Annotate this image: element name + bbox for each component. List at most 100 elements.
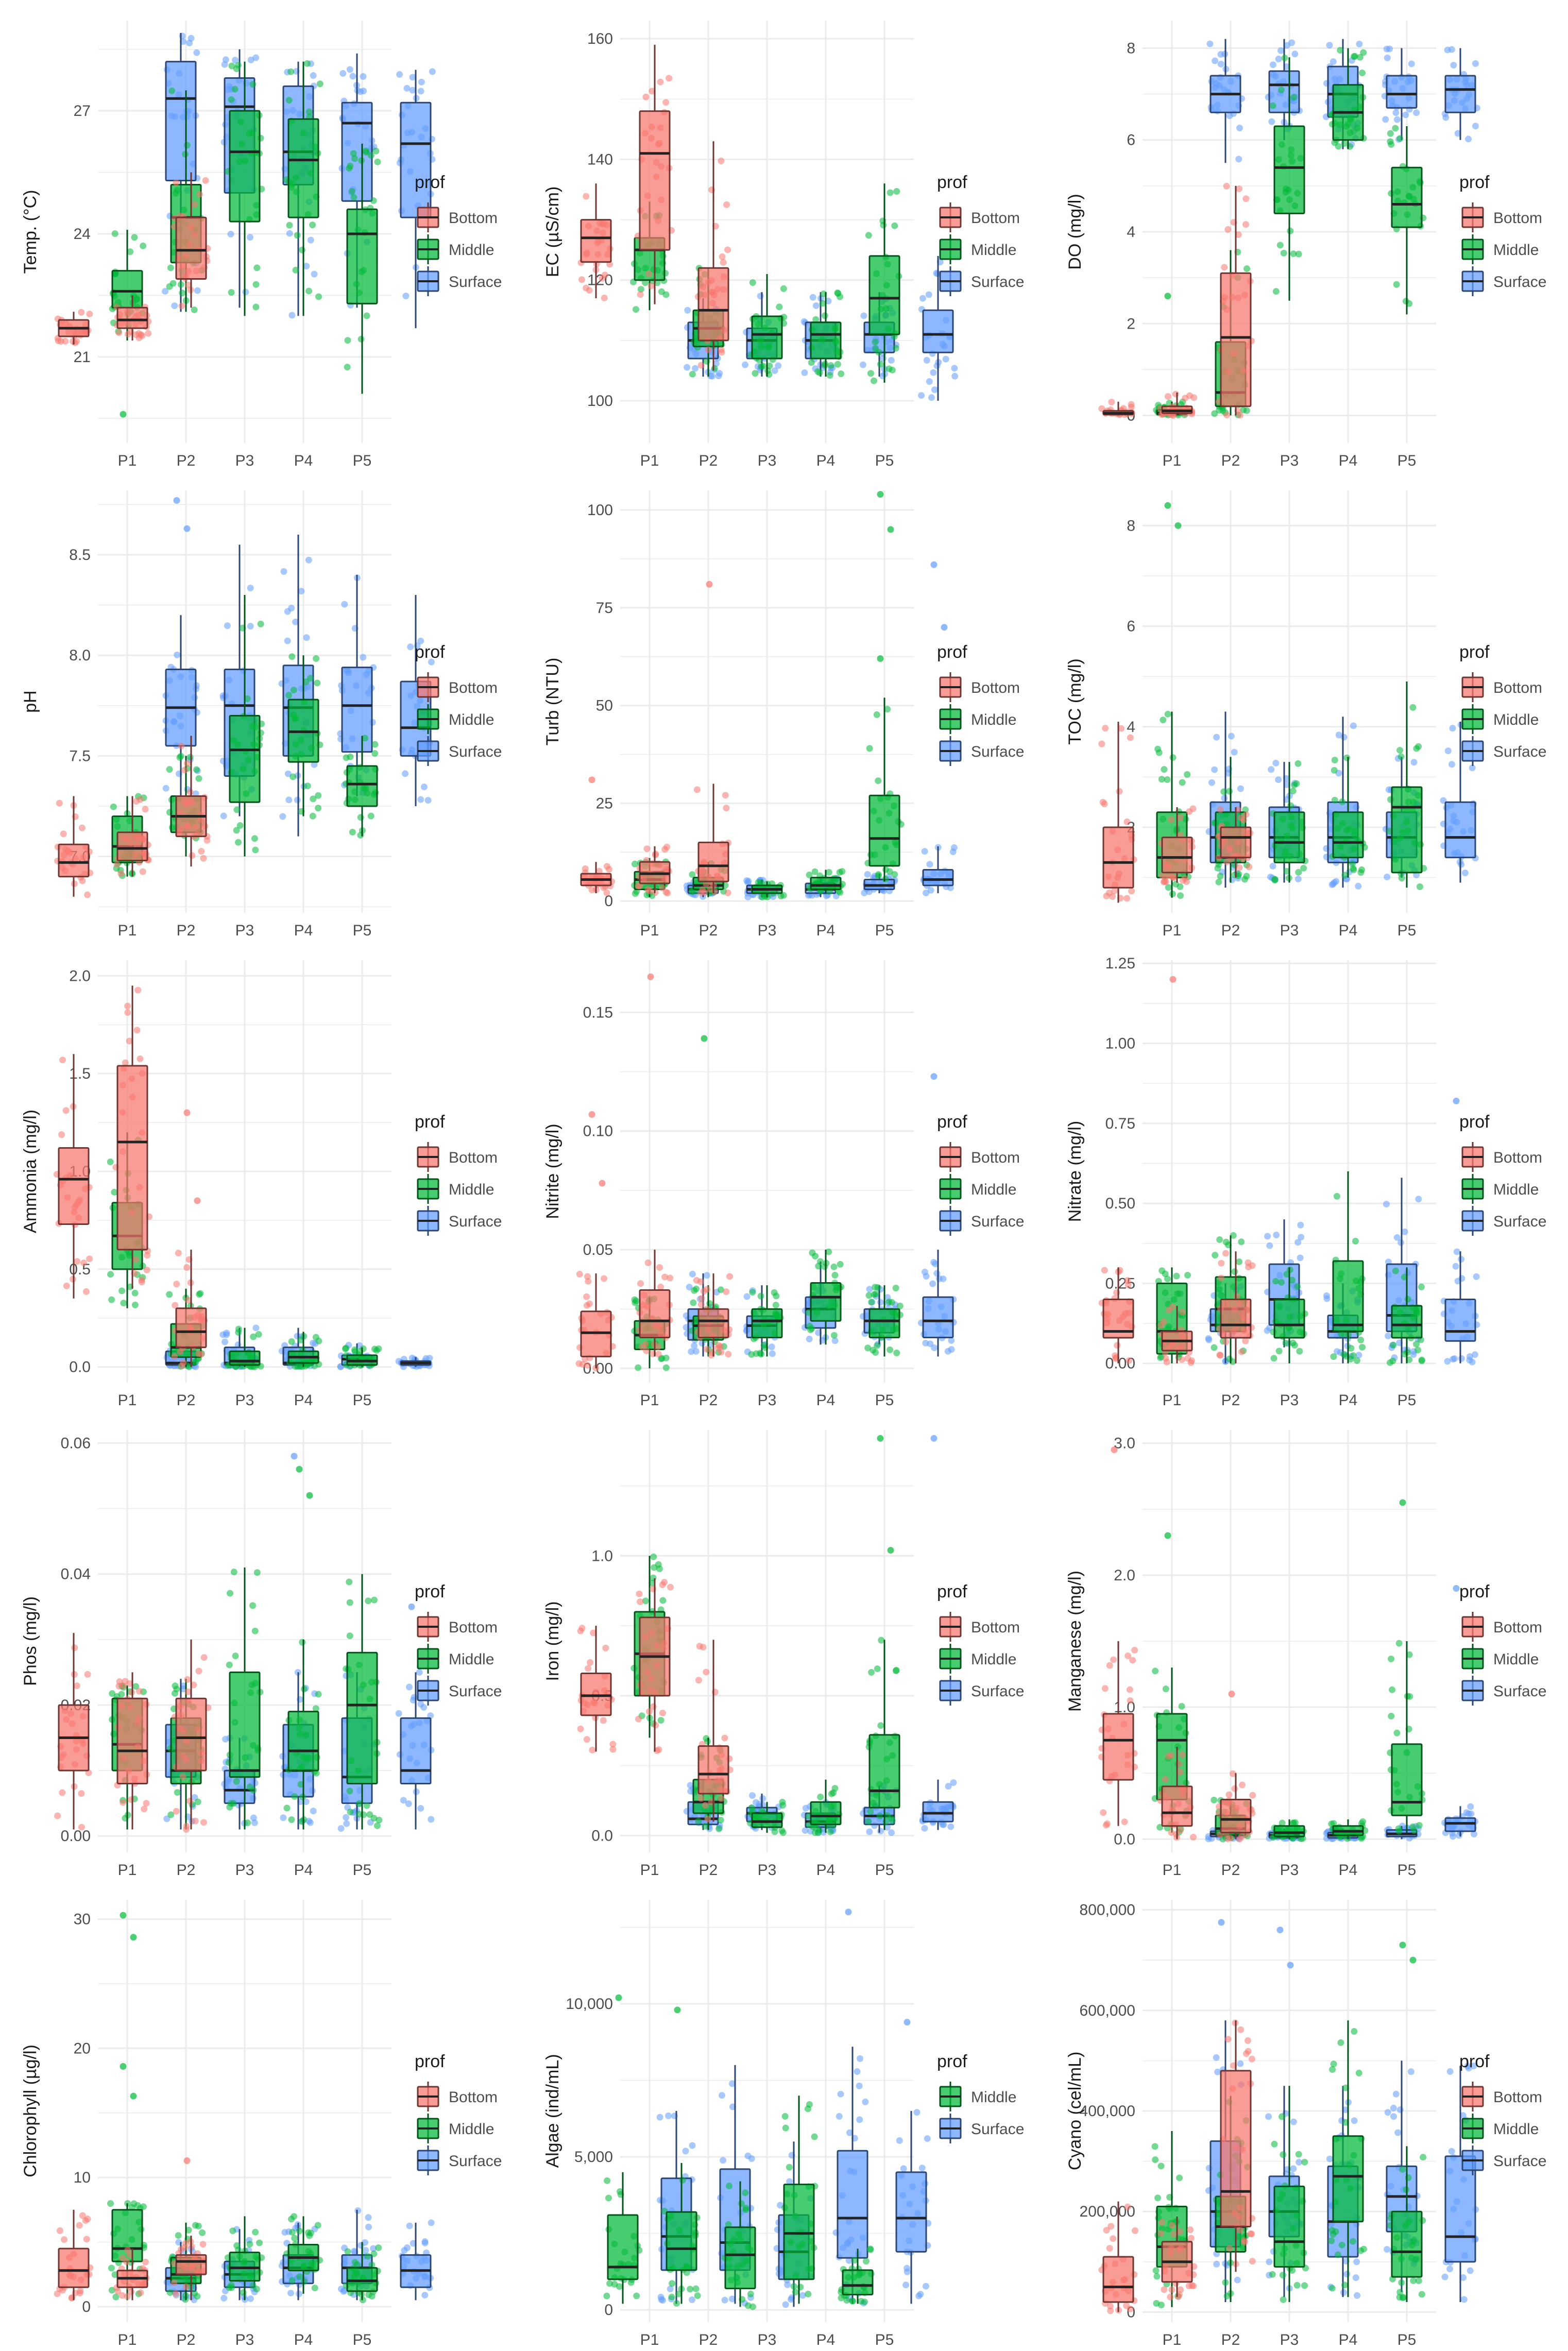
data-point	[310, 72, 317, 79]
data-point	[717, 1286, 724, 1293]
data-point	[305, 287, 313, 295]
data-point	[120, 1682, 127, 1690]
data-point	[1121, 1818, 1128, 1826]
data-point	[1269, 862, 1276, 870]
data-point	[195, 775, 202, 782]
data-point	[74, 1258, 81, 1265]
data-point	[1323, 1292, 1330, 1299]
data-point	[191, 306, 198, 313]
data-point	[893, 1349, 900, 1356]
data-point	[830, 1263, 838, 1270]
data-point	[402, 292, 410, 299]
data-point	[758, 893, 765, 900]
data-point	[703, 1345, 710, 1353]
y-axis-title: Temp. (°C)	[21, 190, 40, 274]
data-point	[284, 637, 291, 644]
y-tick-label: 0.00	[61, 1828, 91, 1845]
data-point	[1273, 1231, 1280, 1238]
y-axis-title: pH	[21, 690, 40, 712]
data-point	[1465, 135, 1472, 143]
box-body	[287, 118, 319, 218]
data-point	[1116, 788, 1123, 795]
legend-key	[939, 736, 962, 766]
data-point	[698, 1295, 705, 1302]
data-point	[1471, 1351, 1478, 1358]
data-point	[200, 1819, 207, 1826]
data-point	[1243, 265, 1251, 272]
data-point	[650, 1703, 657, 1710]
data-point	[868, 1669, 875, 1676]
data-point	[1223, 182, 1230, 190]
data-point	[1277, 87, 1285, 94]
x-tick-label: P3	[758, 1392, 777, 1409]
legend-key	[417, 672, 439, 702]
legend-title: prof	[415, 173, 445, 192]
data-point	[1359, 1343, 1366, 1351]
data-point	[1205, 1336, 1213, 1343]
y-axis-title: Ammonia (mg/l)	[21, 1110, 40, 1233]
data-point	[1184, 1271, 1191, 1279]
data-point	[252, 846, 259, 854]
data-point	[866, 1286, 873, 1293]
data-point	[644, 1259, 652, 1266]
data-point	[1412, 1340, 1420, 1348]
data-point	[78, 1790, 85, 1797]
legend-key	[417, 1142, 439, 1172]
data-point	[1337, 47, 1344, 54]
y-tick-label: 21	[74, 349, 91, 366]
data-point	[420, 783, 428, 791]
data-point	[303, 634, 310, 641]
data-point	[690, 1299, 697, 1306]
data-point	[184, 281, 192, 288]
data-point	[1272, 288, 1280, 295]
data-point	[1211, 1797, 1218, 1804]
data-point	[812, 316, 820, 323]
data-point	[111, 230, 118, 237]
legend-key	[1461, 736, 1484, 766]
data-point	[723, 1288, 730, 1296]
data-point	[1444, 1358, 1451, 1365]
data-point	[1165, 884, 1172, 891]
data-point	[1106, 1662, 1113, 1669]
data-point	[363, 149, 370, 156]
legend-label: Bottom	[1493, 679, 1542, 696]
data-point	[666, 75, 673, 82]
data-point	[1242, 221, 1249, 228]
y-tick-label: 1.00	[1105, 1035, 1135, 1052]
data-point	[1360, 49, 1367, 56]
data-point	[951, 365, 958, 372]
data-point	[292, 266, 299, 274]
data-point	[109, 1690, 116, 1697]
data-point	[233, 65, 240, 73]
data-point	[306, 675, 314, 682]
data-point	[827, 1828, 834, 1835]
outlier-point	[194, 1197, 201, 1204]
data-point	[339, 70, 347, 77]
box-body	[810, 1801, 842, 1826]
x-tick-label: P3	[235, 1392, 254, 1409]
data-point	[684, 364, 691, 371]
data-point	[1266, 1242, 1273, 1249]
data-point	[249, 81, 257, 88]
box-body	[175, 1307, 207, 1349]
data-point	[1217, 806, 1224, 813]
data-point	[230, 1569, 237, 1576]
box-body	[346, 208, 378, 304]
legend-key	[1461, 704, 1484, 734]
data-point	[417, 1805, 424, 1812]
data-point	[769, 1350, 776, 1357]
data-point	[183, 1264, 191, 1271]
y-tick-label: 0	[604, 893, 613, 910]
data-point	[1272, 759, 1280, 766]
y-tick-label: 100	[587, 393, 613, 410]
data-point	[1114, 1342, 1121, 1349]
y-axis-title: Iron (mg/l)	[543, 1602, 563, 1681]
data-point	[1216, 1236, 1223, 1243]
chart-panel: 02468P1P2P3P4P5DO (mg/l)profBottomMiddle…	[1065, 21, 1546, 469]
data-point	[864, 871, 871, 878]
data-point	[141, 1805, 148, 1813]
legend-label: Middle	[971, 1181, 1016, 1198]
data-point	[780, 285, 787, 292]
x-tick-label: P5	[353, 452, 372, 469]
data-point	[892, 1667, 899, 1675]
